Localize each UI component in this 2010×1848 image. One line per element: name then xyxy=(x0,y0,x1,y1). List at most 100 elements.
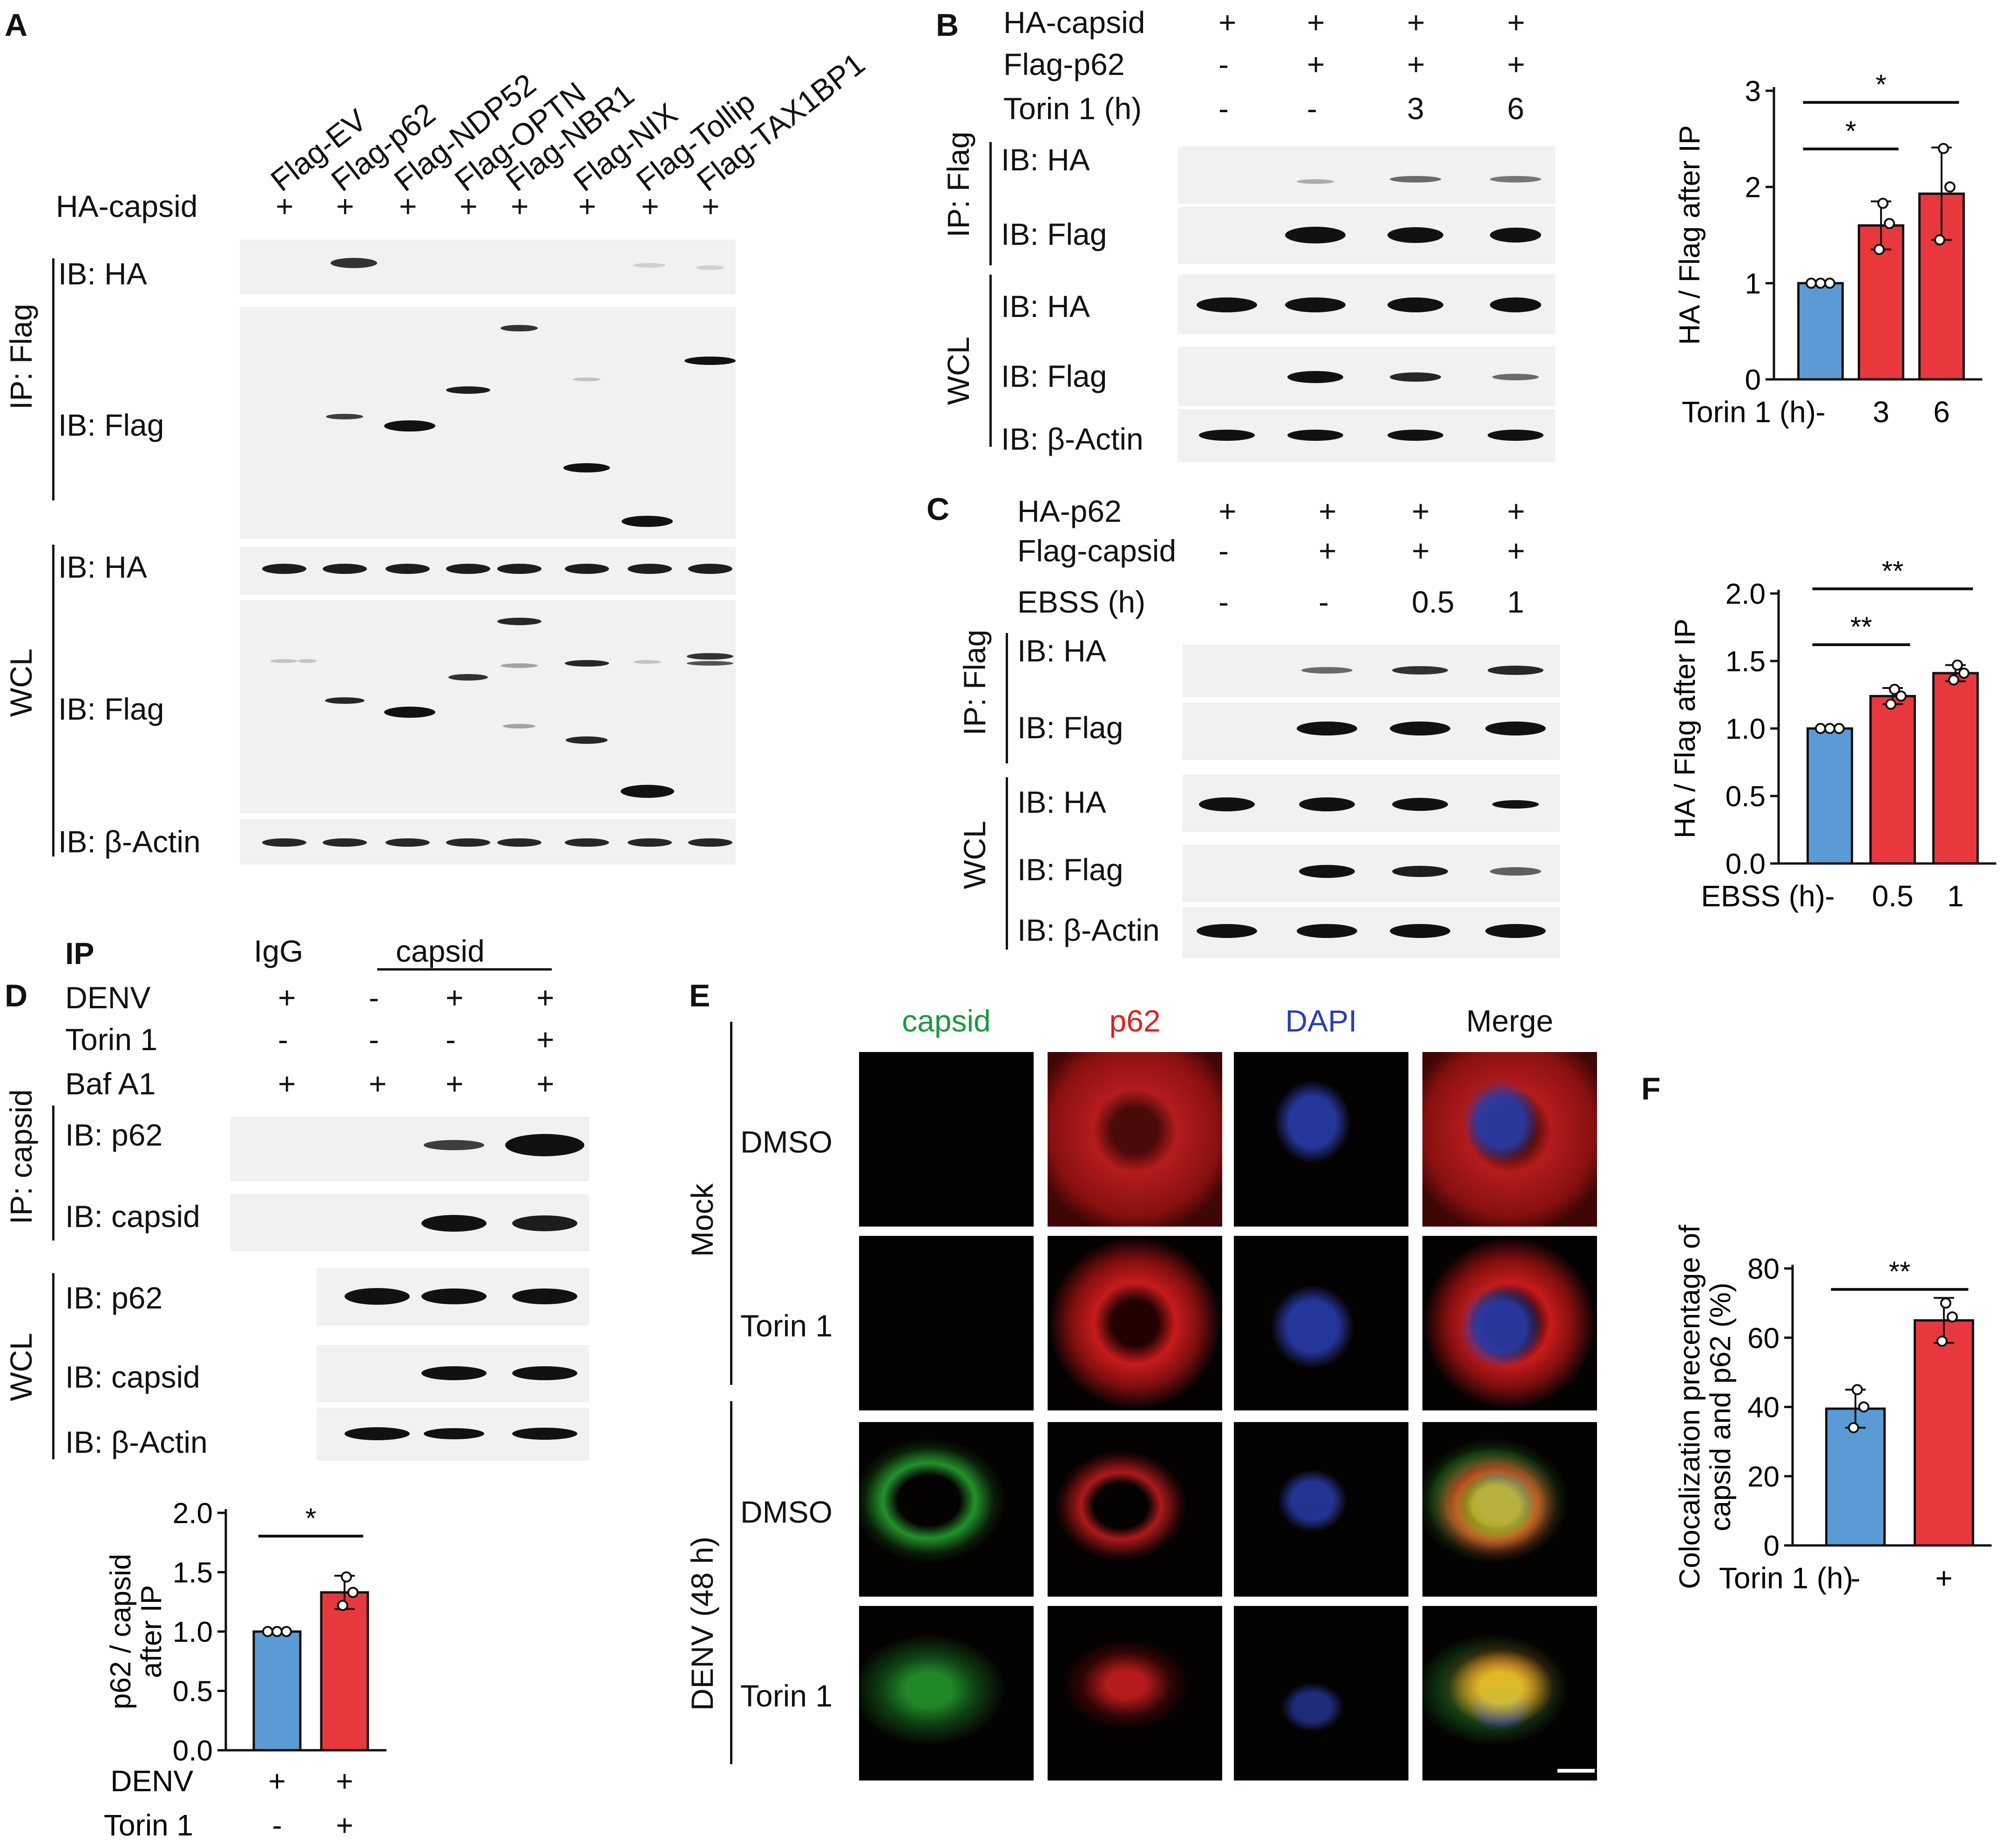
category-row-value: - xyxy=(272,1808,282,1842)
panel-d-igg-label: IgG xyxy=(254,934,304,968)
significance-label: ** xyxy=(1850,611,1872,642)
panel-d-row-label: Torin 1 xyxy=(65,1022,158,1057)
panel-d-band xyxy=(421,1215,487,1232)
data-point xyxy=(1852,1384,1863,1396)
panel-a-ip-bracket xyxy=(52,258,54,500)
data-point xyxy=(1944,181,1956,193)
data-point xyxy=(347,1586,359,1598)
panel-a-wcl-label: WCL xyxy=(4,648,38,717)
panel-a-band xyxy=(385,838,430,847)
panel-c-wcl-bracket xyxy=(1006,777,1008,950)
y-tick-label: 40 xyxy=(1747,1392,1780,1424)
panel-b-row-value: 6 xyxy=(1507,91,1524,126)
data-point xyxy=(341,1571,352,1583)
panel-d-ib-actin: IB: β-Actin xyxy=(65,1425,208,1459)
panel-a-band xyxy=(270,659,298,663)
panel-c-row-value: + xyxy=(1507,494,1525,528)
panel-e-channel-label: DAPI xyxy=(1285,1004,1357,1038)
panel-c-row-label: HA-p62 xyxy=(1017,494,1122,528)
panel-d-ib-p62-wcl: IB: p62 xyxy=(65,1281,163,1315)
panel-c-ib-flag-ip: IB: Flag xyxy=(1017,710,1123,745)
panel-b-letter: B xyxy=(936,7,959,43)
panel-a-band xyxy=(501,325,538,331)
panel-d-row-value: - xyxy=(278,1022,288,1057)
panel-c-band xyxy=(1299,865,1355,878)
panel-a-ha-capsid-label: HA-capsid xyxy=(56,189,198,223)
data-point xyxy=(281,1626,292,1637)
panel-d-row-value: - xyxy=(369,980,379,1015)
data-point xyxy=(1806,277,1817,289)
panel-e-channel-label: capsid xyxy=(902,1004,991,1038)
panel-b-row-value: + xyxy=(1407,5,1425,40)
panel-e-micrograph xyxy=(859,1236,1034,1410)
panel-a-ib-flag-wcl: IB: Flag xyxy=(58,692,164,726)
panel-d-band xyxy=(345,1288,410,1305)
panel-e-micrograph xyxy=(1422,1236,1597,1410)
panel-c-row-value: - xyxy=(1319,585,1329,619)
panel-a-band xyxy=(497,564,541,574)
panel-d-band xyxy=(421,1288,487,1304)
panel-b-blot-wcl-flag xyxy=(1178,347,1555,406)
panel-a-band xyxy=(322,838,367,847)
data-point xyxy=(1824,723,1835,734)
y-tick-label: 0 xyxy=(1745,364,1761,396)
panel-d-row-value: - xyxy=(446,1022,456,1057)
panel-b-ip-bracket xyxy=(989,142,992,265)
panel-b-band xyxy=(1488,430,1543,441)
bar xyxy=(1797,282,1844,381)
panel-b-ib-ha-ip: IB: HA xyxy=(1001,142,1090,177)
panel-a-plus: + xyxy=(336,189,354,223)
panel-b-ib-flag-wcl: IB: Flag xyxy=(1001,359,1107,393)
panel-c-letter: C xyxy=(927,492,950,527)
data-point xyxy=(1958,668,1969,679)
panel-c-row-value: 1 xyxy=(1507,585,1524,619)
panel-b-row-value: + xyxy=(1407,47,1425,81)
panel-e-mock-bracket xyxy=(730,1022,732,1385)
panel-b-row-value: + xyxy=(1218,5,1237,40)
data-point xyxy=(1940,1297,1951,1309)
panel-c-band xyxy=(1299,797,1355,811)
panel-c-row-label: EBSS (h) xyxy=(1017,585,1146,619)
panel-c-ip-bracket xyxy=(1006,633,1008,763)
panel-c-band xyxy=(1488,666,1543,675)
panel-c-band xyxy=(1392,866,1448,877)
panel-d-row-value: + xyxy=(278,980,296,1015)
panel-a-band xyxy=(684,357,736,365)
y-axis-label-line: after IP xyxy=(135,1585,168,1678)
data-point xyxy=(1815,723,1826,734)
panel-a-band xyxy=(262,564,306,574)
y-tick-label: 1.5 xyxy=(173,1557,213,1589)
panel-d-ip-bracket xyxy=(52,1106,54,1241)
panel-c-row-value: 0.5 xyxy=(1412,585,1455,619)
panel-b-band xyxy=(1387,430,1443,441)
panel-c-ib-ha-wcl: IB: HA xyxy=(1017,785,1106,819)
panel-d-band xyxy=(421,1366,487,1380)
panel-a-band xyxy=(446,386,490,394)
panel-a-plus: + xyxy=(460,189,478,223)
panel-a-blot-wcl-flag xyxy=(240,600,736,813)
panel-d-band xyxy=(424,1428,484,1439)
panel-a-band xyxy=(262,838,306,847)
significance-label: * xyxy=(1875,69,1886,100)
panel-c-band xyxy=(1490,867,1541,876)
panel-a-band xyxy=(503,724,535,728)
panel-b-band xyxy=(1297,179,1334,184)
panel-b-wcl-label: WCL xyxy=(941,337,975,405)
significance-label: * xyxy=(305,1503,316,1534)
panel-a-plus: + xyxy=(276,189,294,223)
significance-label: ** xyxy=(1882,555,1904,587)
panel-a-band xyxy=(448,674,488,681)
panel-e-group-mock: Mock xyxy=(685,1183,719,1257)
panel-d-ib-capsid-wcl: IB: capsid xyxy=(65,1360,200,1394)
panel-a-band xyxy=(326,414,363,419)
panel-a-band xyxy=(298,659,317,663)
data-point xyxy=(262,1626,273,1637)
y-axis-label-line: p62 / capsid xyxy=(105,1554,137,1709)
panel-b-row-value: - xyxy=(1307,91,1317,126)
panel-e-micrograph xyxy=(1234,1052,1408,1227)
panel-a-band xyxy=(497,618,541,625)
panel-b-band xyxy=(1390,176,1441,182)
panel-c-row-value: - xyxy=(1218,585,1229,619)
panel-d-row-label: DENV xyxy=(65,980,151,1015)
panel-b-band xyxy=(1287,371,1343,383)
